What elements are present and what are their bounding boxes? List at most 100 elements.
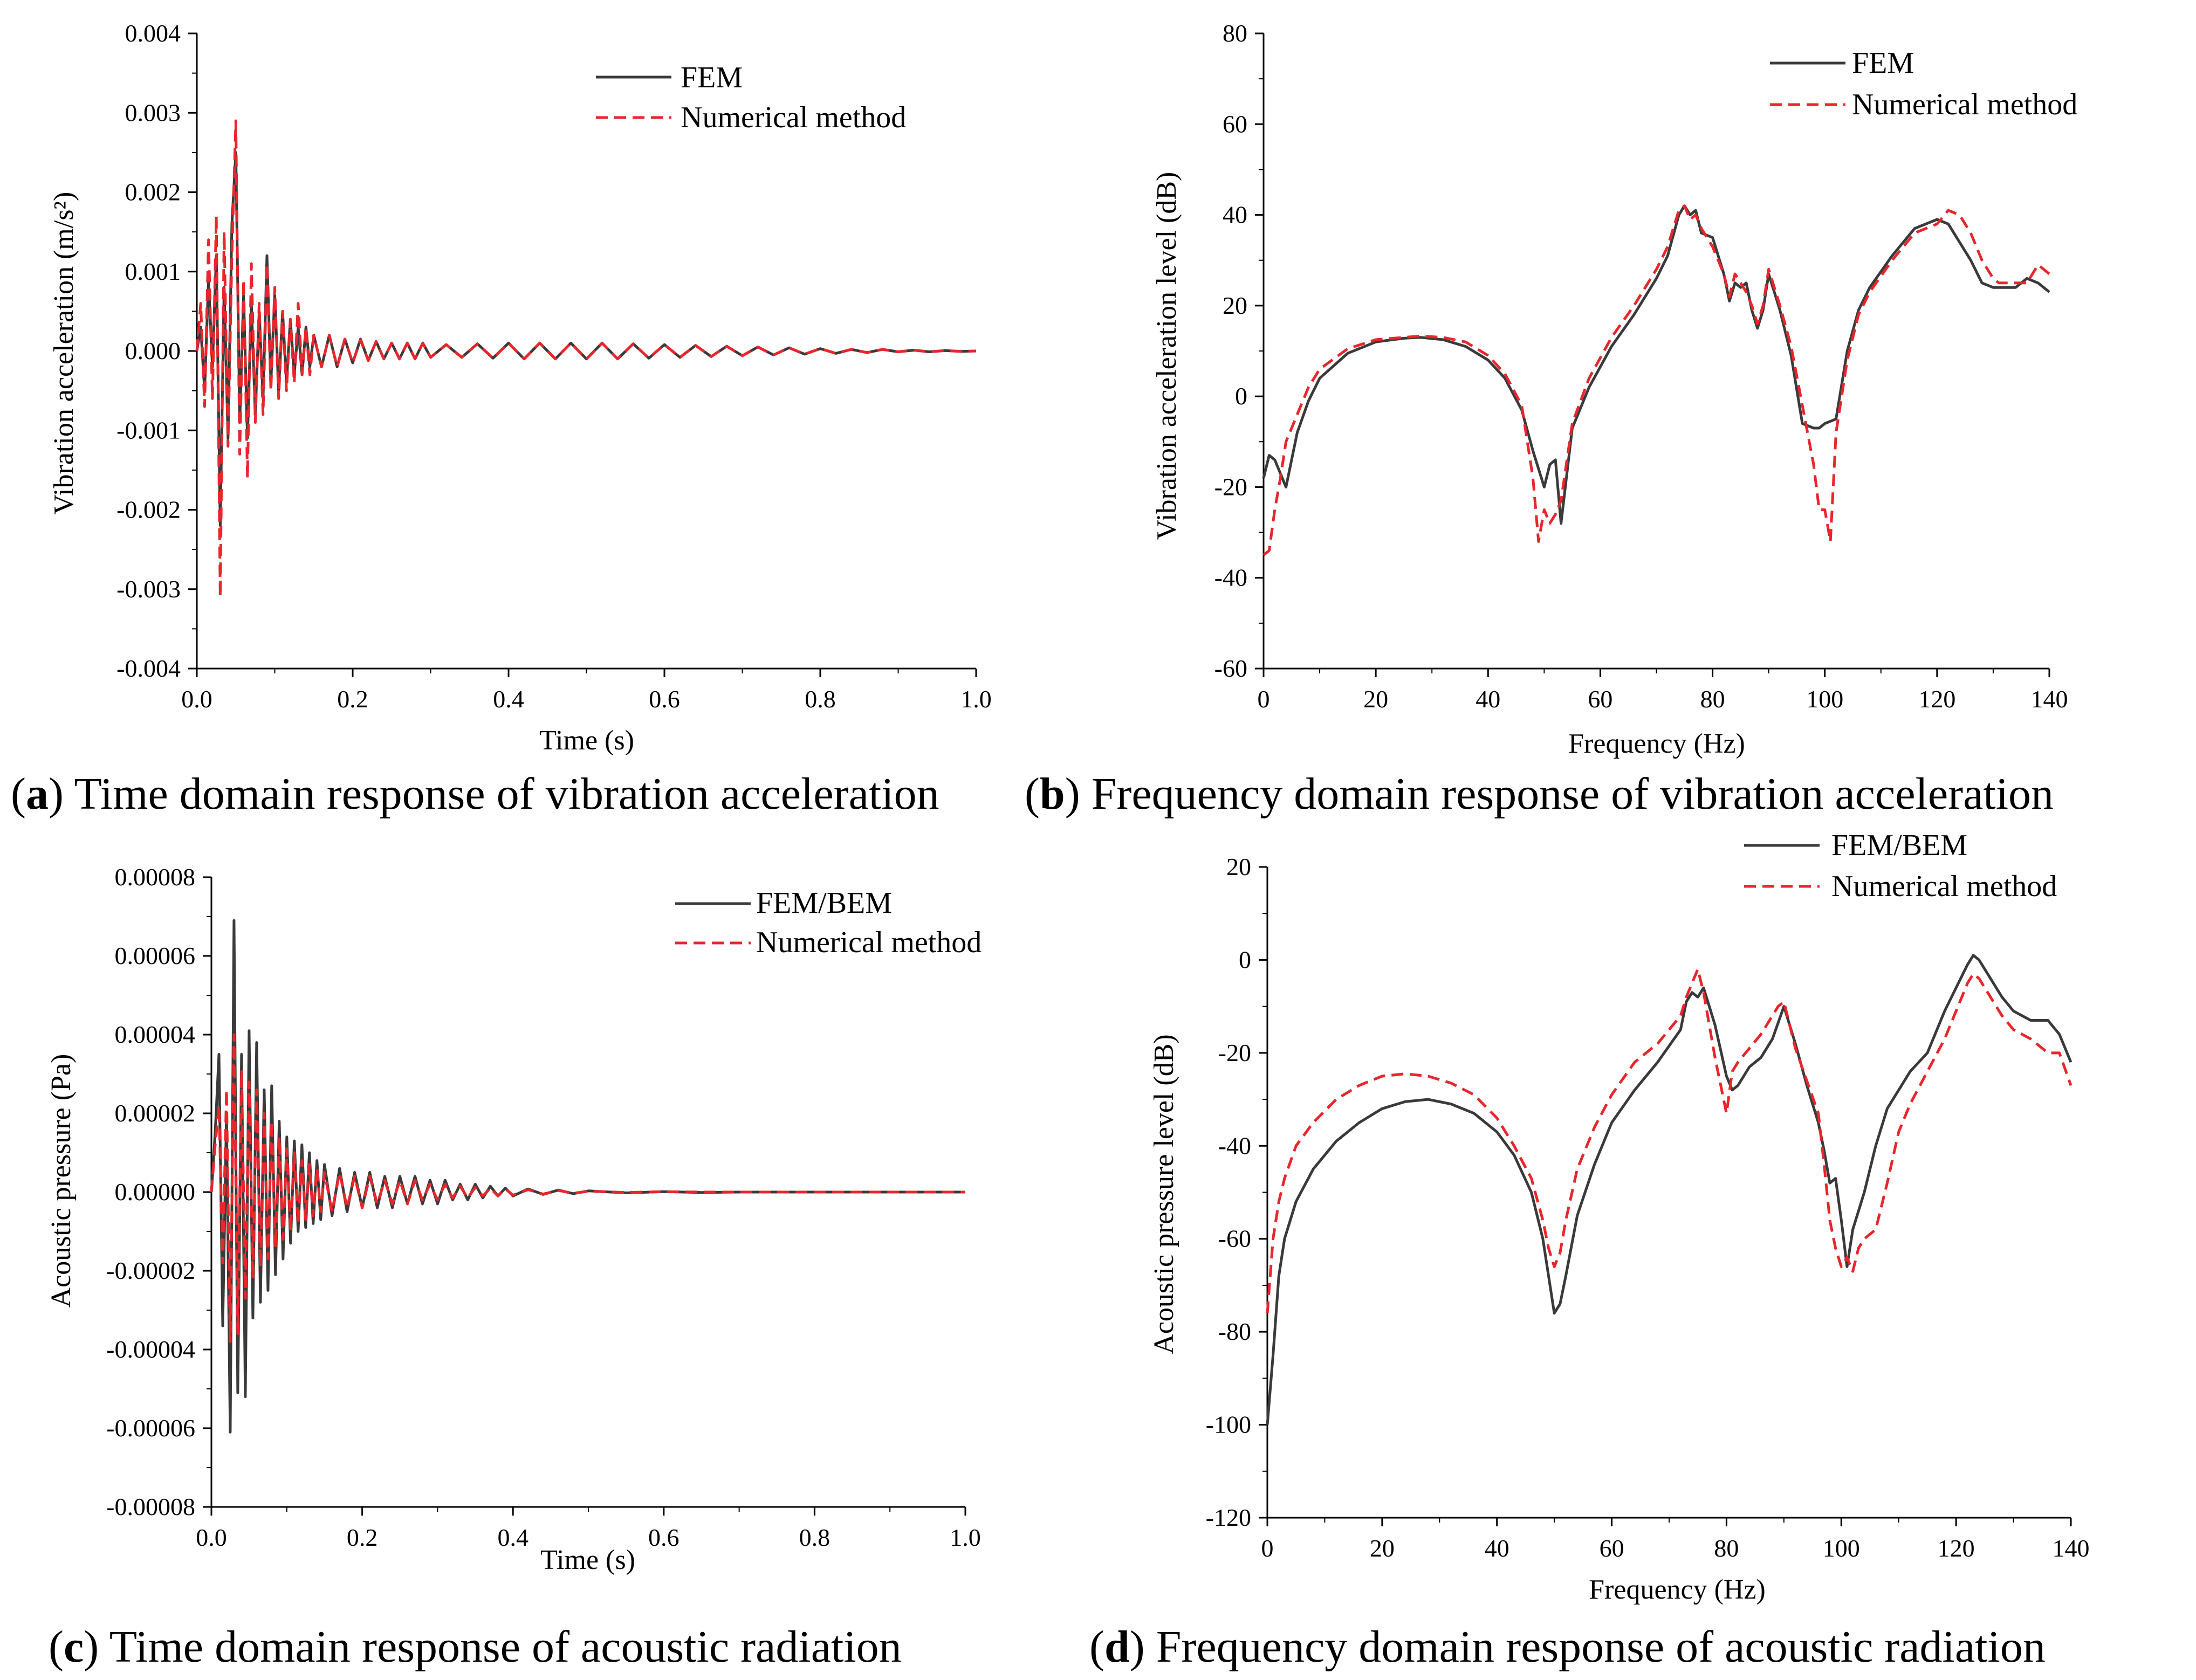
x-tick-label: 0.4 xyxy=(493,685,524,713)
panel-caption: (d) Frequency domain response of acousti… xyxy=(1089,1622,2046,1672)
x-tick-label: 20 xyxy=(1363,685,1388,713)
legend-entry-fem: FEM xyxy=(681,61,743,94)
y-tick-label: -0.00004 xyxy=(106,1335,195,1363)
x-tick-label: 0.2 xyxy=(337,685,368,713)
caption-text: Time domain response of acoustic radiati… xyxy=(99,1622,901,1672)
x-axis-title: Frequency (Hz) xyxy=(1589,1574,1766,1605)
panel-b-frequency-acceleration: FEM Numerical method Frequency (Hz) Vibr… xyxy=(1025,19,2077,819)
caption-text: Time domain response of vibration accele… xyxy=(64,769,939,819)
y-tick-label: 0.00004 xyxy=(115,1021,196,1048)
series-line-numerical-method xyxy=(1262,204,2050,556)
x-tick-label: 0.2 xyxy=(347,1524,378,1551)
caption-text: Frequency domain response of acoustic ra… xyxy=(1145,1622,2046,1672)
y-tick-label: 60 xyxy=(1223,110,1247,137)
caption-text: Frequency domain response of vibration a… xyxy=(1080,769,2054,819)
panel-a-time-acceleration: FEM Numerical method Time (s) Vibration … xyxy=(11,19,992,819)
x-tick-label: 120 xyxy=(1938,1534,1975,1562)
series-line-fem xyxy=(1262,204,2050,525)
panel-d-frequency-acoustic: FEM/BEM Numerical method Frequency (Hz) … xyxy=(1089,829,2090,1672)
caption-letter: a xyxy=(26,769,49,819)
y-tick-label: -120 xyxy=(1206,1504,1251,1531)
x-tick-label: 40 xyxy=(1476,685,1500,713)
x-tick-label: 140 xyxy=(2053,1534,2090,1562)
y-tick-label: 20 xyxy=(1223,292,1247,319)
x-tick-label: 80 xyxy=(1700,685,1725,713)
x-tick-label: 140 xyxy=(2031,685,2068,713)
caption-letter: c xyxy=(64,1622,84,1672)
y-tick-label: -100 xyxy=(1206,1411,1251,1438)
series-line-fem xyxy=(1266,954,2073,1425)
x-tick-label: 1.0 xyxy=(960,685,992,713)
y-tick-label: -40 xyxy=(1218,1132,1251,1159)
panel-caption: (a) Time domain response of vibration ac… xyxy=(11,769,939,819)
legend-entry-fem-bem: FEM/BEM xyxy=(756,886,892,920)
y-axis-title: Vibration acceleration (m/s²) xyxy=(49,192,79,515)
y-tick-label: 0 xyxy=(1235,382,1247,410)
x-tick-label: 0.6 xyxy=(648,1524,680,1551)
legend-entry-numerical: Numerical method xyxy=(1831,870,2057,903)
x-axis-title: Frequency (Hz) xyxy=(1568,728,1745,759)
x-tick-label: 0.8 xyxy=(805,685,836,713)
y-axis-title: Acoustic pressure (Pa) xyxy=(46,1054,77,1308)
y-tick-label: 0.00006 xyxy=(115,942,196,969)
x-axis-title: Time (s) xyxy=(540,1545,635,1575)
x-tick-label: 0 xyxy=(1261,1534,1274,1562)
y-tick-label: -0.00002 xyxy=(106,1257,195,1284)
x-tick-label: 0.8 xyxy=(799,1524,831,1551)
x-tick-label: 0 xyxy=(1258,685,1270,713)
y-tick-label: 0.000 xyxy=(125,337,181,364)
y-tick-label: 40 xyxy=(1223,201,1247,229)
y-tick-label: -0.004 xyxy=(116,655,181,682)
x-tick-label: 40 xyxy=(1485,1534,1509,1562)
y-tick-label: 0.001 xyxy=(125,258,181,285)
panel-caption: (b) Frequency domain response of vibrati… xyxy=(1025,769,2054,819)
y-tick-label: -0.00006 xyxy=(106,1414,195,1442)
x-tick-label: 0.0 xyxy=(181,685,212,713)
legend-entry-numerical: Numerical method xyxy=(1852,88,2077,121)
x-tick-label: 100 xyxy=(1806,685,1843,713)
x-tick-label: 120 xyxy=(1918,685,1955,713)
x-tick-label: 0.4 xyxy=(497,1524,529,1551)
y-tick-label: -0.002 xyxy=(116,496,181,524)
x-tick-label: 60 xyxy=(1600,1534,1624,1562)
y-tick-label: 0.00002 xyxy=(115,1099,196,1127)
y-tick-label: 0.002 xyxy=(125,178,181,206)
y-tick-label: -0.00008 xyxy=(106,1493,195,1520)
y-tick-label: 0.00008 xyxy=(115,863,196,891)
x-tick-label: 0.0 xyxy=(196,1524,227,1551)
legend-entry-fem-bem: FEM/BEM xyxy=(1831,829,1967,862)
y-tick-label: -40 xyxy=(1214,564,1247,591)
y-tick-label: -20 xyxy=(1218,1039,1251,1066)
legend-entry-fem: FEM xyxy=(1852,46,1914,80)
series-line-numerical-method xyxy=(195,119,977,598)
panel-caption: (c) Time domain response of acoustic rad… xyxy=(49,1622,902,1672)
x-tick-label: 60 xyxy=(1588,685,1612,713)
y-axis-title: Acoustic pressure level (dB) xyxy=(1149,1034,1179,1354)
y-axis-title: Vibration acceleration level (dB) xyxy=(1151,172,1182,540)
y-tick-label: -80 xyxy=(1218,1318,1251,1345)
series-line-numerical-method xyxy=(210,1033,965,1343)
x-tick-label: 20 xyxy=(1370,1534,1395,1562)
y-tick-label: 80 xyxy=(1223,19,1247,47)
caption-letter: b xyxy=(1040,769,1065,819)
y-tick-label: -60 xyxy=(1214,655,1247,682)
x-tick-label: 0.6 xyxy=(649,685,680,713)
y-tick-label: -20 xyxy=(1214,473,1247,500)
y-tick-label: -0.003 xyxy=(116,575,181,603)
legend-entry-numerical: Numerical method xyxy=(756,926,982,959)
caption-letter: d xyxy=(1104,1622,1130,1672)
y-tick-label: -60 xyxy=(1218,1225,1251,1252)
x-axis-title: Time (s) xyxy=(539,725,634,756)
y-tick-label: 20 xyxy=(1226,853,1251,880)
series-line-numerical-method xyxy=(1266,968,2073,1313)
y-tick-label: 0.00000 xyxy=(115,1178,196,1206)
y-tick-label: 0.003 xyxy=(125,99,181,126)
x-tick-label: 80 xyxy=(1714,1534,1739,1562)
x-tick-label: 1.0 xyxy=(950,1524,981,1551)
y-tick-label: -0.001 xyxy=(116,416,181,444)
y-tick-label: 0 xyxy=(1239,946,1251,973)
legend-entry-numerical: Numerical method xyxy=(681,101,906,134)
y-tick-label: 0.004 xyxy=(125,19,181,47)
x-tick-label: 100 xyxy=(1823,1534,1860,1562)
